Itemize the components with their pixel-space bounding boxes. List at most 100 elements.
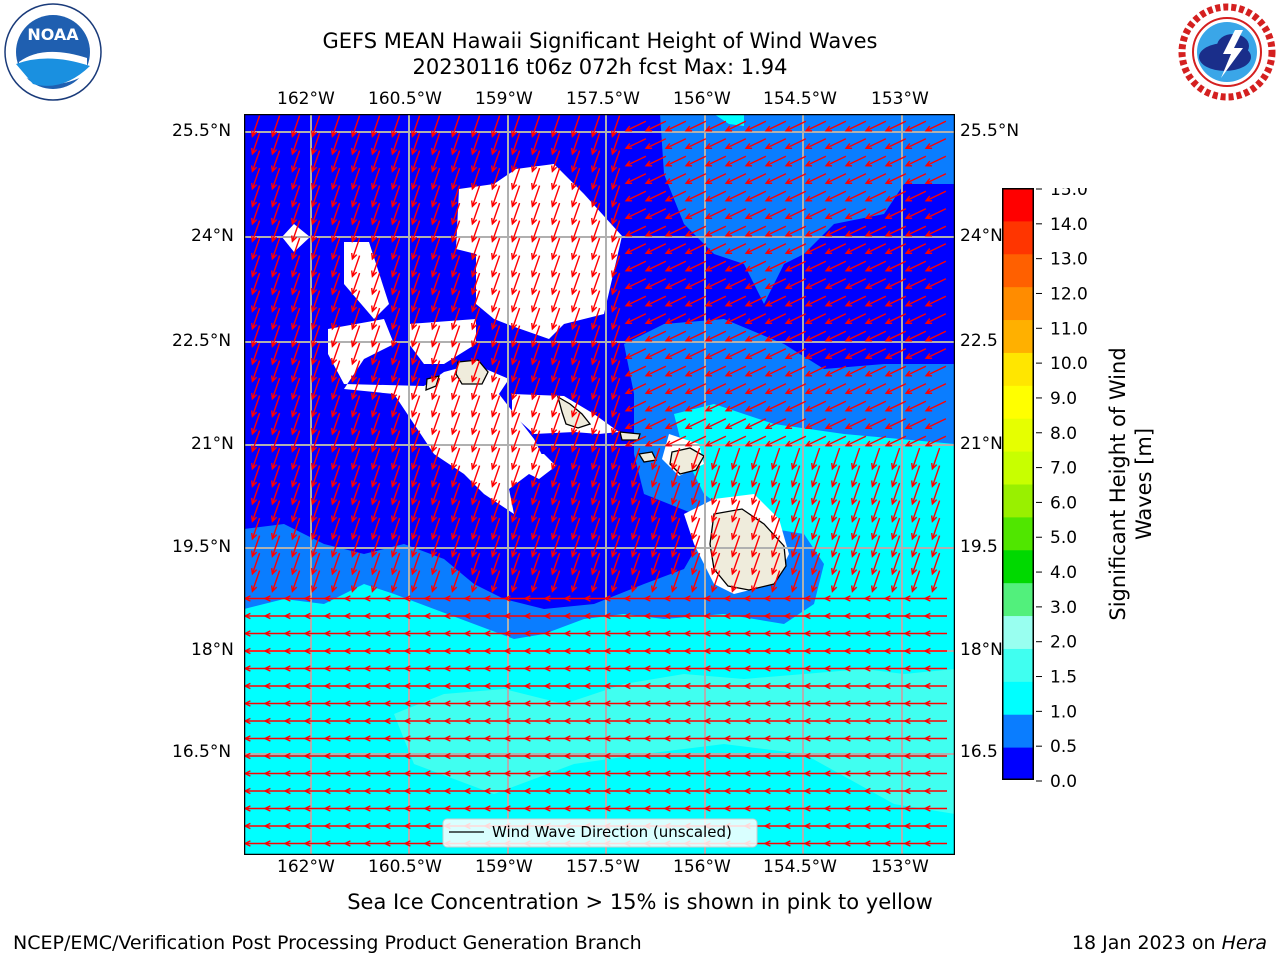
wave-direction-arrow xyxy=(864,120,887,132)
wave-direction-arrow xyxy=(403,752,427,760)
wave-direction-arrow xyxy=(891,465,901,488)
wave-direction-arrow xyxy=(743,700,767,707)
wave-direction-arrow xyxy=(551,290,561,313)
wave-direction-arrow xyxy=(884,295,907,307)
wave-direction-arrow xyxy=(623,770,647,777)
wave-direction-arrow xyxy=(643,682,667,690)
wave-direction-arrow xyxy=(331,307,341,331)
wave-direction-arrow xyxy=(624,348,647,359)
wave-direction-arrow xyxy=(251,220,261,243)
wave-direction-arrow xyxy=(403,682,427,690)
wave-direction-arrow xyxy=(611,517,621,541)
wave-direction-arrow xyxy=(543,700,567,707)
wave-direction-arrow xyxy=(751,500,761,523)
wave-direction-arrow xyxy=(271,237,281,261)
wave-direction-arrow xyxy=(451,132,461,156)
wave-direction-arrow xyxy=(271,377,281,401)
wave-direction-arrow xyxy=(883,647,907,655)
wave-direction-arrow xyxy=(704,435,727,447)
wave-direction-arrow xyxy=(851,535,861,558)
wave-direction-arrow xyxy=(663,735,687,742)
wave-direction-arrow xyxy=(471,202,481,226)
wave-direction-arrow xyxy=(491,290,501,313)
wave-direction-arrow xyxy=(291,552,301,576)
wave-direction-arrow xyxy=(471,535,481,558)
wave-direction-arrow xyxy=(783,647,807,655)
colorbar-band-2 xyxy=(1002,681,1034,715)
wave-direction-arrow xyxy=(923,647,947,655)
map-frame xyxy=(243,113,956,856)
wave-direction-arrow xyxy=(291,220,301,243)
wave-direction-arrow xyxy=(843,665,867,672)
wave-direction-arrow xyxy=(431,570,441,593)
wave-direction-arrow xyxy=(723,770,747,777)
wave-direction-arrow xyxy=(744,173,767,184)
footer-credit: NCEP/EMC/Verification Post Processing Pr… xyxy=(13,932,642,954)
wave-direction-arrow xyxy=(403,787,427,795)
wave-direction-arrow xyxy=(723,752,747,760)
wave-direction-arrow xyxy=(663,612,687,620)
wave-direction-arrow xyxy=(724,295,747,307)
lon-label-top-2: 159°W xyxy=(475,89,533,109)
wave-direction-arrow xyxy=(783,735,807,742)
wave-direction-arrow xyxy=(383,665,407,672)
wave-direction-arrow xyxy=(684,225,707,237)
wave-direction-arrow xyxy=(744,313,767,324)
wave-direction-arrow xyxy=(303,822,327,830)
wave-direction-arrow xyxy=(511,342,521,366)
wave-direction-arrow xyxy=(331,202,341,226)
wave-direction-arrow xyxy=(291,412,301,436)
wave-direction-arrow xyxy=(463,700,487,707)
wave-direction-arrow xyxy=(443,700,467,707)
wave-direction-arrow xyxy=(683,805,707,812)
wave-direction-arrow xyxy=(891,482,901,506)
wave-direction-arrow xyxy=(784,243,807,254)
wave-direction-arrow xyxy=(931,482,941,506)
wave-direction-arrow xyxy=(803,787,827,795)
wave-direction-arrow xyxy=(611,342,621,366)
wave-direction-arrow xyxy=(684,155,707,167)
wave-direction-arrow xyxy=(483,595,507,602)
wave-direction-arrow xyxy=(924,225,947,237)
wave-direction-arrow xyxy=(703,805,727,812)
wave-direction-arrow xyxy=(823,700,847,707)
wave-direction-arrow xyxy=(623,682,647,690)
wave-direction-arrow xyxy=(683,717,707,725)
wave-direction-arrow xyxy=(351,237,361,261)
wave-direction-arrow xyxy=(704,155,727,167)
wave-direction-arrow xyxy=(811,482,821,506)
wave-direction-arrow xyxy=(263,665,287,672)
wave-direction-arrow xyxy=(644,155,667,167)
wave-direction-arrow xyxy=(883,752,907,760)
wave-direction-arrow xyxy=(911,465,921,488)
wave-direction-arrow xyxy=(883,682,907,690)
wave-direction-arrow xyxy=(651,447,661,471)
wave-direction-arrow xyxy=(583,630,607,637)
wave-direction-arrow xyxy=(671,465,681,488)
wave-direction-arrow xyxy=(531,535,541,558)
noaa-logo-text: NOAA xyxy=(27,25,79,44)
wave-direction-arrow xyxy=(331,220,341,243)
wave-direction-arrow xyxy=(463,665,487,672)
wave-direction-arrow xyxy=(591,517,601,541)
wave-direction-arrow xyxy=(923,752,947,760)
wave-direction-arrow xyxy=(431,342,441,366)
wave-direction-arrow xyxy=(624,208,647,219)
wave-direction-arrow xyxy=(523,735,547,742)
wave-direction-arrow xyxy=(871,517,881,541)
wave-direction-arrow xyxy=(903,770,927,777)
wave-direction-arrow xyxy=(311,202,321,226)
wave-direction-arrow xyxy=(704,295,727,307)
wave-direction-arrow xyxy=(271,115,281,138)
colorbar-tick-label-5: 10.0 xyxy=(1050,354,1088,374)
wave-direction-arrow xyxy=(251,132,261,156)
wave-direction-arrow xyxy=(903,840,927,847)
wave-direction-arrow xyxy=(844,418,867,429)
colorbar-band-3 xyxy=(1002,648,1034,682)
wave-direction-arrow xyxy=(764,418,787,429)
wave-direction-arrow xyxy=(531,377,541,401)
wave-direction-arrow xyxy=(591,167,601,191)
wave-direction-arrow xyxy=(923,717,947,725)
wave-direction-arrow xyxy=(523,595,547,602)
wave-direction-arrow xyxy=(571,447,581,471)
